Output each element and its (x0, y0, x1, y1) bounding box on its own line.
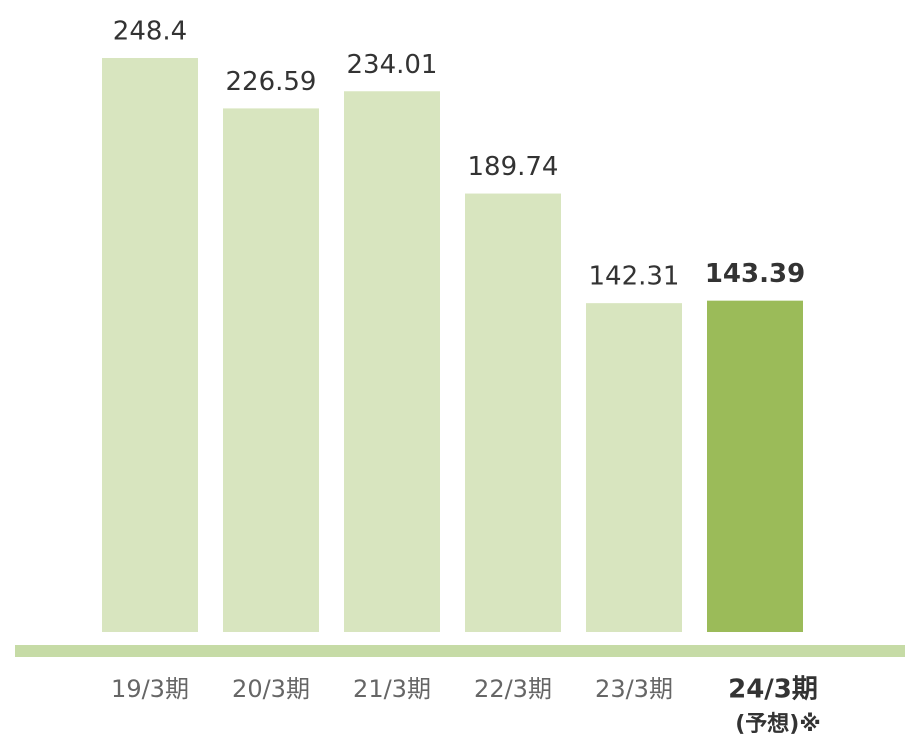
value-label: 143.39 (705, 259, 805, 289)
x-tick-label: 22/3期 (474, 675, 552, 703)
x-tick-label: 23/3期 (595, 675, 673, 703)
value-label: 226.59 (226, 67, 317, 97)
x-tick-label: 21/3期 (353, 675, 431, 703)
value-label: 248.4 (113, 17, 187, 47)
x-tick-label: 20/3期 (232, 675, 310, 703)
value-label: 189.74 (468, 152, 559, 182)
bar (465, 193, 561, 632)
bar (223, 108, 319, 632)
value-label: 142.31 (589, 262, 680, 292)
x-tick-label: 24/3期 (728, 675, 818, 705)
bar (102, 58, 198, 632)
bar (344, 91, 440, 632)
forecast-note: (予想)※ (735, 712, 821, 737)
value-label: 234.01 (347, 50, 438, 80)
bar (586, 303, 682, 632)
x-tick-label: 19/3期 (111, 675, 189, 703)
baseline (15, 645, 905, 657)
bar (707, 300, 803, 632)
